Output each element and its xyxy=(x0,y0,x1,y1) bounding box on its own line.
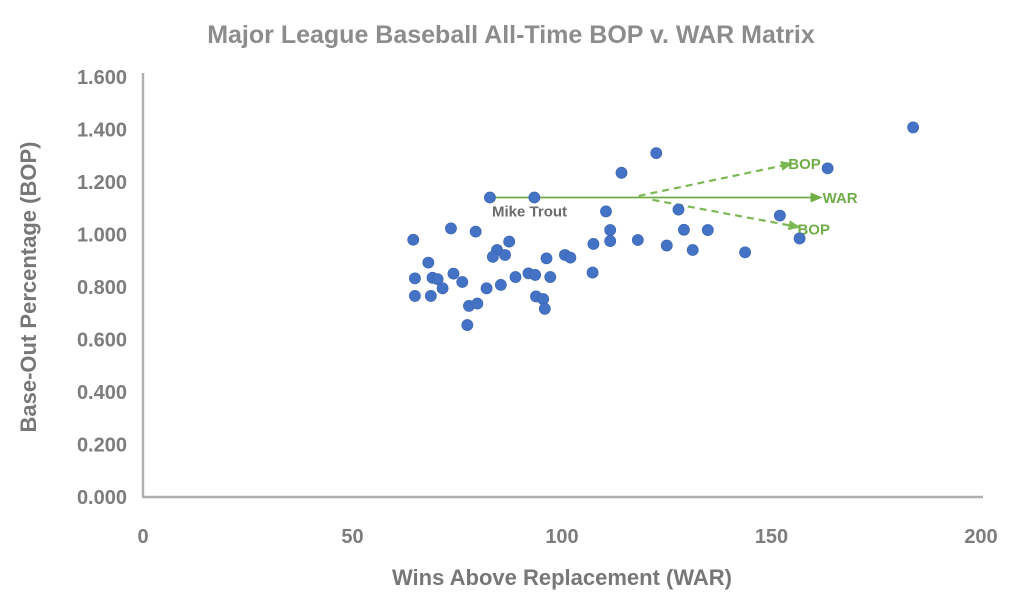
data-point xyxy=(422,256,435,269)
data-point xyxy=(604,235,617,247)
data-point xyxy=(587,238,600,250)
data-point xyxy=(456,276,469,288)
data-point xyxy=(538,302,551,315)
data-point xyxy=(773,209,786,222)
data-point xyxy=(544,271,557,283)
data-point xyxy=(409,290,421,302)
y-tick-label: 1.200 xyxy=(77,172,127,194)
data-point xyxy=(424,290,437,302)
data-point xyxy=(672,203,685,216)
data-point xyxy=(480,282,493,295)
y-tick-label: 1.000 xyxy=(77,225,127,247)
data-point xyxy=(600,205,612,218)
y-tick-label: 0.000 xyxy=(77,487,127,509)
chart-title: Major League Baseball All-Time BOP v. WA… xyxy=(207,21,815,49)
x-tick-label: 100 xyxy=(545,526,578,548)
data-point xyxy=(907,121,920,134)
x-tick-label: 150 xyxy=(755,526,788,548)
y-tick-label: 0.600 xyxy=(77,330,127,352)
bop-upper-arrow-label: BOP xyxy=(788,156,821,173)
data-point xyxy=(509,271,522,283)
data-point xyxy=(650,147,663,160)
data-point xyxy=(486,250,499,263)
data-point xyxy=(471,297,484,310)
data-point xyxy=(686,244,699,256)
data-point xyxy=(447,267,460,280)
y-tick-label: 1.400 xyxy=(77,120,127,142)
data-point xyxy=(484,191,496,204)
x-tick-label: 200 xyxy=(964,526,997,548)
data-point xyxy=(604,224,617,236)
data-point xyxy=(494,278,507,291)
data-point xyxy=(409,272,421,285)
y-axis-title: Base-Out Percentage (BOP) xyxy=(16,142,41,433)
x-axis-title: Wins Above Replacement (WAR) xyxy=(392,565,732,590)
data-point xyxy=(701,224,714,236)
data-point xyxy=(503,235,516,248)
bop-lower-arrow-label: BOP xyxy=(797,222,830,239)
data-point xyxy=(431,273,444,286)
data-point xyxy=(537,293,550,305)
y-tick-label: 0.400 xyxy=(77,382,127,404)
x-tick-label: 0 xyxy=(137,526,148,548)
data-point xyxy=(739,246,752,259)
data-point xyxy=(678,223,690,236)
y-tick-label: 0.800 xyxy=(77,277,127,299)
data-point xyxy=(469,225,482,238)
data-point xyxy=(529,269,542,281)
data-point xyxy=(586,266,599,279)
y-tick-label: 1.600 xyxy=(77,67,127,89)
data-point xyxy=(445,222,457,235)
data-point xyxy=(615,166,628,179)
data-point xyxy=(461,319,474,331)
x-tick-label: 50 xyxy=(341,526,363,548)
data-point xyxy=(793,232,806,245)
y-tick-label: 0.200 xyxy=(77,435,127,457)
data-point xyxy=(660,239,673,252)
bop-lower-arrow xyxy=(652,198,801,231)
data-point xyxy=(499,249,511,261)
bop-upper-arrow xyxy=(638,160,794,197)
data-point xyxy=(564,251,577,264)
data-point xyxy=(436,282,449,295)
data-point xyxy=(821,162,834,175)
data-point xyxy=(407,233,420,246)
data-point xyxy=(528,191,541,204)
data-point xyxy=(631,234,644,246)
war-arrow-label: WAR xyxy=(823,190,858,207)
player-annotation-label: Mike Trout xyxy=(492,203,567,220)
data-point xyxy=(540,252,553,265)
